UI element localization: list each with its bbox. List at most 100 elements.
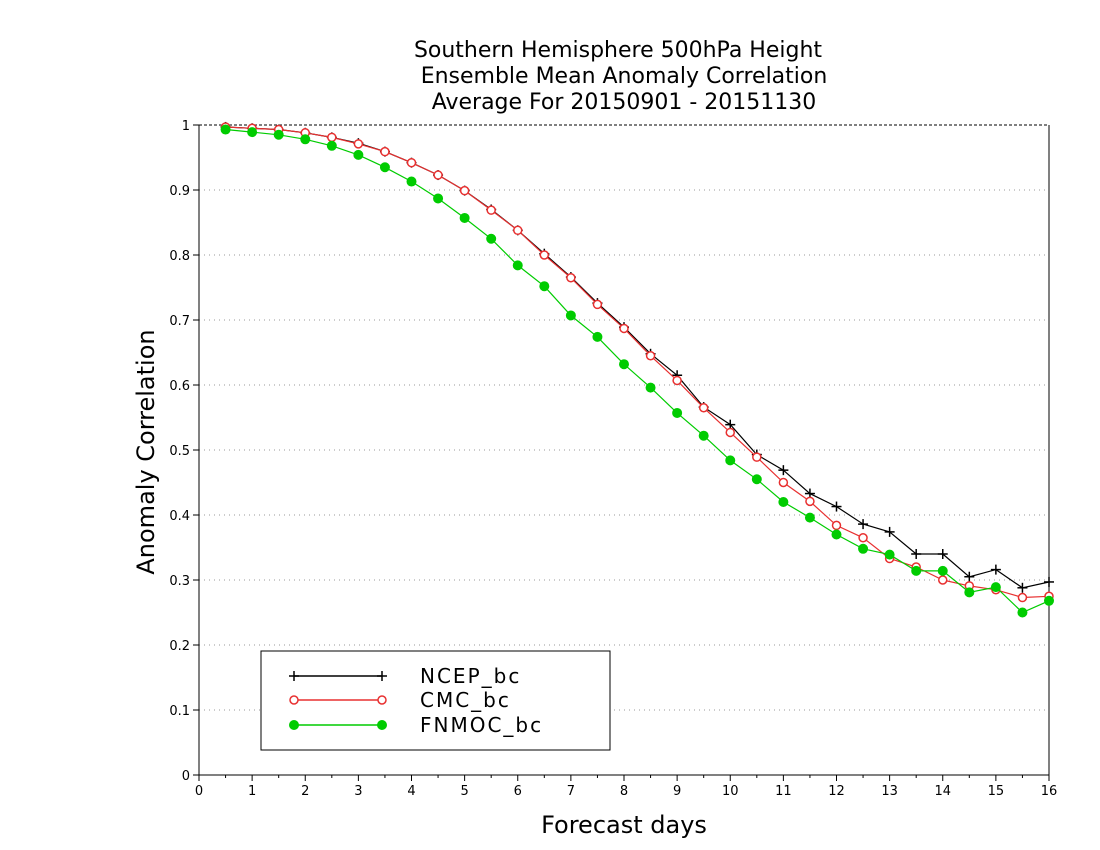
x-tick-label: 5	[460, 784, 468, 799]
data-point-ncep-bc	[1017, 582, 1028, 593]
x-tick-label: 12	[828, 784, 845, 799]
data-point-cmc-bc	[486, 205, 496, 215]
data-point-fnmoc-bc	[751, 474, 762, 485]
y-tick-label: 0.1	[169, 704, 190, 719]
data-point-cmc-bc	[938, 575, 948, 585]
data-point-cmc-bc	[433, 170, 443, 180]
data-point-fnmoc-bc	[831, 529, 842, 540]
title-line-2: Ensemble Mean Anomaly Correlation	[421, 64, 828, 89]
x-tick-label: 0	[195, 784, 203, 799]
title-line-3: Average For 20150901 - 20151130	[432, 90, 817, 115]
data-point-fnmoc-bc	[884, 549, 895, 560]
x-tick-label: 13	[881, 784, 898, 799]
data-point-fnmoc-bc	[220, 124, 231, 135]
data-point-fnmoc-bc	[698, 430, 709, 441]
data-point-cmc-bc	[619, 323, 629, 334]
data-point-fnmoc-bc	[725, 455, 736, 466]
data-point-fnmoc-bc	[406, 176, 417, 187]
legend-marker-left	[289, 720, 299, 730]
legend-entry-cmc-bc: CMC_bc	[289, 688, 511, 712]
x-tick-label: 2	[301, 784, 309, 799]
data-point-ncep-bc	[937, 549, 948, 559]
y-tick-label: 0.5	[169, 444, 190, 459]
data-point-cmc-bc	[858, 533, 868, 543]
x-axis-label: Forecast days	[541, 811, 707, 839]
data-point-cmc-bc	[539, 250, 550, 260]
data-point-cmc-bc	[831, 520, 842, 531]
data-point-cmc-bc	[645, 351, 656, 361]
data-point-fnmoc-bc	[990, 582, 1001, 593]
y-tick-label: 0.6	[169, 379, 190, 394]
data-point-cmc-bc	[698, 403, 709, 413]
data-point-cmc-bc	[327, 132, 337, 143]
x-tick-label: 14	[934, 784, 951, 799]
data-point-fnmoc-bc	[858, 543, 869, 554]
x-tick-label: 3	[354, 784, 362, 799]
data-point-fnmoc-bc	[247, 127, 258, 138]
data-point-cmc-bc	[805, 496, 815, 507]
data-point-fnmoc-bc	[964, 587, 975, 598]
x-tick-label: 1	[248, 784, 256, 799]
series-layer	[220, 121, 1054, 618]
legend-label: CMC_bc	[420, 688, 511, 712]
x-tick-label: 15	[988, 784, 1005, 799]
data-point-ncep-bc	[990, 564, 1001, 575]
y-tick-label: 0	[182, 769, 190, 784]
x-tick-label: 6	[514, 784, 522, 799]
data-point-ncep-bc	[778, 465, 789, 476]
data-point-fnmoc-bc	[778, 497, 789, 507]
title-line-1: Southern Hemisphere 500hPa Height	[414, 38, 822, 63]
data-point-fnmoc-bc	[592, 331, 603, 342]
data-point-cmc-bc	[459, 185, 470, 196]
data-point-fnmoc-bc	[619, 359, 629, 370]
y-tick-label: 0.9	[169, 184, 190, 199]
data-point-fnmoc-bc	[911, 565, 922, 576]
x-tick-label: 4	[407, 784, 415, 799]
legend-marker-left	[289, 695, 299, 705]
x-tick-label: 7	[567, 784, 575, 799]
data-point-fnmoc-bc	[539, 281, 550, 292]
data-point-cmc-bc	[778, 477, 789, 488]
data-point-fnmoc-bc	[512, 260, 523, 271]
data-point-fnmoc-bc	[326, 140, 337, 151]
data-point-fnmoc-bc	[353, 149, 364, 160]
data-point-cmc-bc	[353, 139, 364, 149]
y-tick-label: 0.8	[169, 249, 190, 264]
data-point-fnmoc-bc	[273, 129, 284, 140]
x-tick-label: 10	[722, 784, 739, 799]
y-tick-label: 1	[182, 119, 190, 134]
x-tick-label: 16	[1041, 784, 1058, 799]
data-point-cmc-bc	[752, 452, 762, 462]
chart-title: Southern Hemisphere 500hPa Height Ensemb…	[414, 38, 827, 115]
data-point-fnmoc-bc	[300, 134, 311, 145]
data-point-fnmoc-bc	[1017, 607, 1028, 618]
data-point-fnmoc-bc	[379, 162, 390, 173]
gridlines	[199, 124, 1049, 711]
x-tick-label: 8	[620, 784, 628, 799]
data-point-cmc-bc	[1017, 592, 1028, 603]
y-axis-label: Anomaly Correlation	[132, 329, 160, 574]
data-point-ncep-bc	[964, 571, 975, 582]
data-point-fnmoc-bc	[804, 512, 815, 523]
x-tick-label: 11	[775, 784, 792, 799]
y-tick-label: 0.7	[169, 314, 190, 329]
data-point-fnmoc-bc	[672, 407, 683, 418]
data-point-ncep-bc	[884, 526, 895, 537]
legend-marker-left	[289, 671, 299, 681]
series-line-fnmoc-bc	[225, 128, 1050, 614]
legend-marker-right	[377, 671, 387, 681]
y-tick-label: 0.2	[169, 639, 190, 654]
data-point-cmc-bc	[513, 225, 523, 236]
data-point-fnmoc-bc	[433, 193, 444, 204]
series-fnmoc-bc	[220, 124, 1054, 618]
data-point-cmc-bc	[406, 157, 417, 168]
legend-marker-right	[377, 720, 387, 730]
data-point-fnmoc-bc	[937, 565, 948, 576]
data-point-fnmoc-bc	[565, 310, 576, 321]
data-point-fnmoc-bc	[1044, 595, 1054, 606]
data-point-cmc-bc	[725, 427, 735, 438]
x-tick-label: 9	[673, 784, 681, 799]
data-point-ncep-bc	[831, 501, 842, 512]
